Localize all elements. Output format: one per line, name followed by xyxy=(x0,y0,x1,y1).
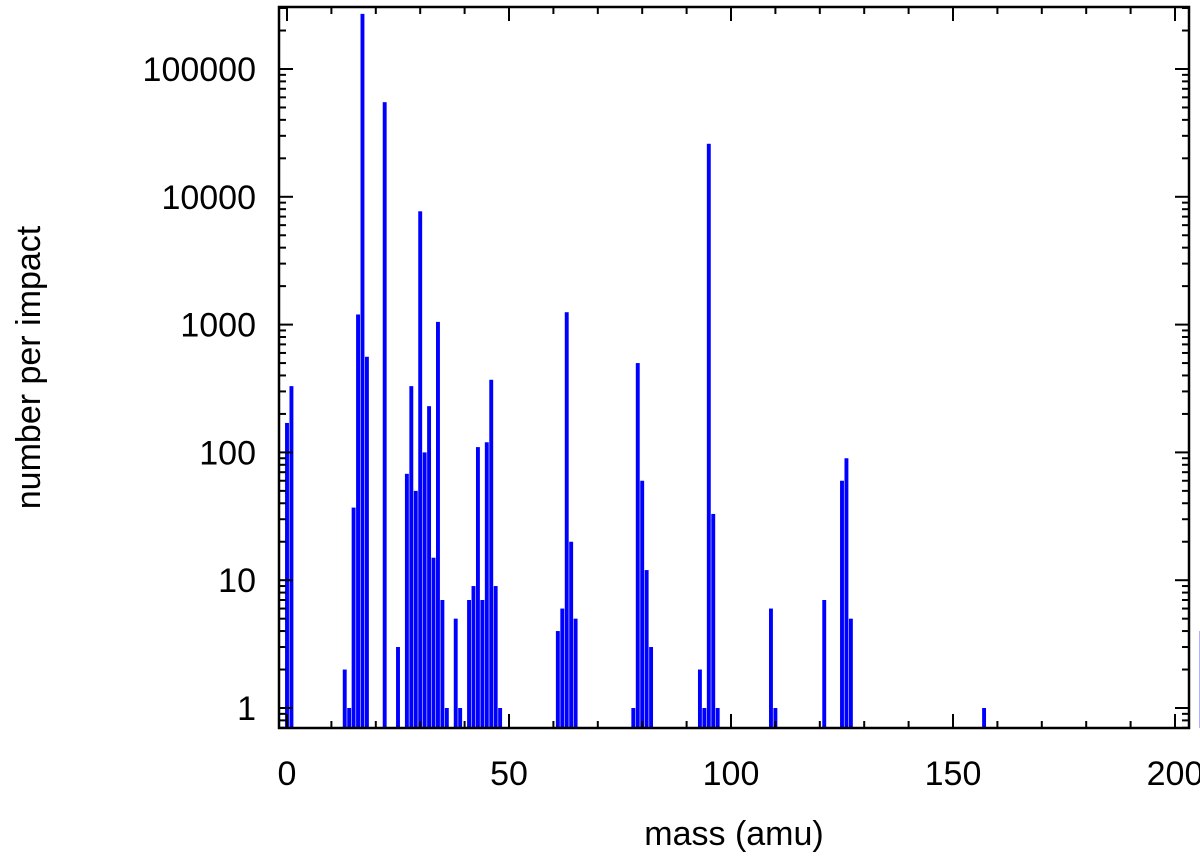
bar xyxy=(440,600,445,728)
y-tick-label: 1 xyxy=(237,690,256,728)
bar xyxy=(285,422,289,728)
bar xyxy=(382,102,387,729)
y-tick-label: 10 xyxy=(218,562,256,600)
bar xyxy=(702,708,707,728)
bars-layer xyxy=(285,13,1200,729)
bar xyxy=(356,314,360,728)
bar xyxy=(347,708,352,728)
bar xyxy=(396,647,400,728)
bar xyxy=(631,708,636,728)
bar xyxy=(649,647,654,728)
x-tick-label: 150 xyxy=(925,755,982,793)
bar xyxy=(458,708,463,728)
bar xyxy=(635,363,640,728)
bar xyxy=(431,557,436,728)
ticks-layer xyxy=(279,7,1189,729)
bar xyxy=(364,356,369,728)
x-axis-title: mass (amu) xyxy=(644,815,823,853)
bar xyxy=(489,379,494,728)
bar xyxy=(711,513,716,728)
bar xyxy=(498,708,503,728)
bar xyxy=(560,608,565,728)
x-tick-label: 100 xyxy=(703,755,760,793)
plot-frame xyxy=(277,5,1191,730)
bar xyxy=(769,608,773,728)
x-tick-label: 200 xyxy=(1147,755,1200,793)
bar xyxy=(444,708,449,728)
y-tick-label: 100000 xyxy=(143,51,256,89)
bar xyxy=(418,211,423,728)
bar xyxy=(422,452,427,728)
y-tick-labels: 1 10 100 1000 10000 100000 xyxy=(143,51,256,728)
bar xyxy=(289,386,294,728)
y-tick-label: 100 xyxy=(199,434,256,472)
bar xyxy=(569,541,574,728)
bar xyxy=(706,143,711,728)
bar xyxy=(413,490,418,728)
bar xyxy=(822,600,827,728)
bar xyxy=(982,708,987,728)
bar xyxy=(644,570,649,728)
bar xyxy=(564,312,569,728)
bar xyxy=(640,480,645,728)
bar xyxy=(404,473,409,728)
bar xyxy=(493,586,498,728)
x-tick-labels: 0 50 100 150 200 xyxy=(278,755,1200,793)
bar xyxy=(342,669,347,728)
bar xyxy=(360,13,365,729)
y-axis-title: number per impact xyxy=(10,225,48,509)
bar xyxy=(480,600,485,728)
bar xyxy=(471,586,476,728)
x-tick-label: 50 xyxy=(490,755,528,793)
y-tick-label: 10000 xyxy=(161,179,256,217)
bar xyxy=(848,618,853,728)
bar xyxy=(573,618,578,728)
bar xyxy=(467,600,471,728)
bar xyxy=(844,458,849,728)
bar xyxy=(484,442,489,728)
bar xyxy=(351,507,356,728)
bar xyxy=(773,708,778,728)
bar xyxy=(409,386,414,728)
y-tick-label: 1000 xyxy=(180,307,256,345)
bar xyxy=(475,447,480,728)
bar xyxy=(697,669,702,728)
bar xyxy=(715,708,720,728)
bar xyxy=(436,321,440,728)
x-tick-label: 0 xyxy=(278,755,297,793)
bar xyxy=(555,631,560,728)
bar xyxy=(453,618,458,728)
bar xyxy=(840,480,844,728)
bar xyxy=(427,406,432,728)
